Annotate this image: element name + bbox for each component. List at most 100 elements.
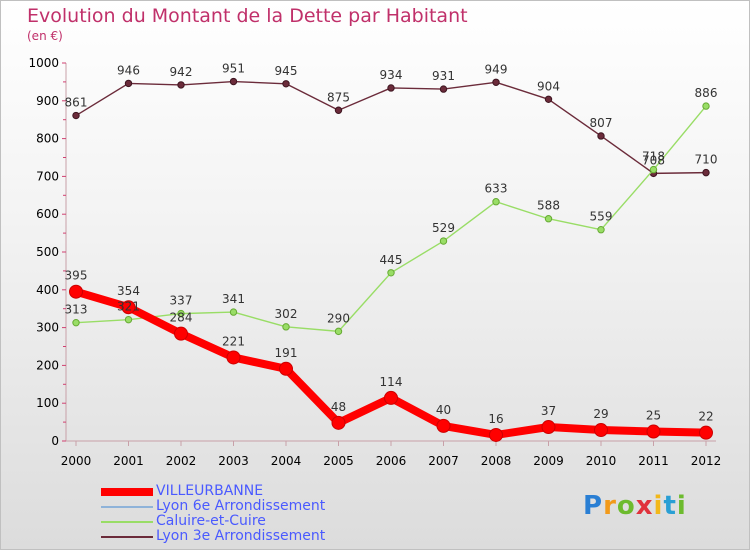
data-label: 114 bbox=[380, 375, 403, 389]
data-label: 191 bbox=[275, 346, 298, 360]
y-tick-label: 900 bbox=[36, 94, 59, 108]
data-label: 290 bbox=[327, 311, 350, 325]
brand-letter: x bbox=[635, 491, 654, 521]
chart-legend: VILLEURBANNE Lyon 6e Arrondissement Caluir… bbox=[101, 484, 325, 544]
data-label: 942 bbox=[170, 65, 193, 79]
x-tick-label: 2006 bbox=[376, 454, 407, 468]
data-point bbox=[387, 269, 395, 277]
legend-item: Lyon 3e Arrondissement bbox=[101, 529, 325, 544]
legend-item: Lyon 6e Arrondissement bbox=[101, 499, 325, 514]
data-point bbox=[489, 427, 503, 442]
data-label: 445 bbox=[380, 253, 403, 267]
data-label: 313 bbox=[65, 303, 88, 317]
data-label: 529 bbox=[432, 221, 455, 235]
data-point bbox=[331, 415, 346, 430]
x-tick-label: 2000 bbox=[61, 454, 92, 468]
data-label: 718 bbox=[642, 150, 665, 164]
data-label: 37 bbox=[541, 404, 556, 418]
data-label: 341 bbox=[222, 292, 245, 306]
brand-letter: P bbox=[583, 491, 604, 521]
data-label: 395 bbox=[65, 269, 88, 283]
legend-swatch bbox=[101, 487, 153, 496]
data-point bbox=[492, 198, 500, 206]
data-label: 337 bbox=[170, 294, 193, 308]
brand-letter: r bbox=[603, 491, 617, 521]
data-label: 861 bbox=[65, 96, 88, 110]
y-tick-label: 300 bbox=[36, 321, 59, 335]
x-tick-label: 2009 bbox=[533, 454, 564, 468]
legend-swatch bbox=[101, 505, 153, 508]
data-point bbox=[226, 350, 241, 365]
data-label: 951 bbox=[222, 62, 245, 76]
chart-title: Evolution du Montant de la Dette par Hab… bbox=[27, 5, 468, 27]
legend-label: Lyon 3e Arrondissement bbox=[156, 528, 326, 544]
data-point bbox=[702, 168, 710, 177]
data-point bbox=[282, 323, 290, 331]
data-label: 949 bbox=[485, 62, 508, 76]
data-label: 934 bbox=[380, 68, 403, 82]
x-tick-label: 2007 bbox=[428, 454, 459, 468]
data-point bbox=[544, 95, 553, 103]
data-point bbox=[124, 79, 133, 88]
data-label: 284 bbox=[170, 311, 193, 325]
data-label: 886 bbox=[695, 86, 718, 100]
data-label: 48 bbox=[331, 400, 346, 414]
data-label: 807 bbox=[590, 116, 613, 130]
data-point bbox=[124, 315, 133, 324]
chart-unit-label: (en €) bbox=[27, 29, 63, 43]
data-point bbox=[69, 284, 83, 299]
data-point bbox=[282, 80, 290, 88]
data-point bbox=[334, 106, 343, 114]
data-point bbox=[279, 361, 293, 376]
data-label: 40 bbox=[436, 403, 451, 417]
data-label: 25 bbox=[646, 409, 661, 423]
data-point bbox=[384, 390, 398, 405]
brand-letter: t bbox=[663, 491, 677, 521]
x-tick-label: 2002 bbox=[166, 454, 197, 468]
legend-label: Caluire-et-Cuire bbox=[156, 513, 266, 529]
data-label: 29 bbox=[593, 407, 608, 421]
data-label: 354 bbox=[117, 284, 140, 298]
data-label: 945 bbox=[275, 64, 298, 78]
data-label: 875 bbox=[327, 90, 350, 104]
brand-logo: Proxiti bbox=[583, 491, 687, 521]
data-point bbox=[649, 165, 658, 174]
data-label: 633 bbox=[485, 182, 508, 196]
data-label: 931 bbox=[432, 69, 455, 83]
y-tick-label: 700 bbox=[36, 169, 59, 183]
data-label: 946 bbox=[117, 63, 140, 77]
data-point bbox=[439, 85, 448, 93]
y-tick-label: 500 bbox=[36, 245, 59, 259]
data-label: 16 bbox=[488, 412, 503, 426]
x-tick-label: 2012 bbox=[691, 454, 722, 468]
data-label: 708 bbox=[642, 153, 665, 167]
data-label: 22 bbox=[698, 410, 713, 424]
data-point bbox=[597, 225, 605, 234]
brand-letter: i bbox=[676, 491, 687, 521]
data-point bbox=[72, 111, 80, 120]
brand-letter: i bbox=[653, 491, 664, 521]
y-tick-label: 800 bbox=[36, 132, 59, 146]
data-label: 588 bbox=[537, 199, 560, 213]
x-tick-label: 2011 bbox=[638, 454, 669, 468]
data-point bbox=[646, 424, 661, 439]
data-point bbox=[72, 318, 80, 327]
legend-item: VILLEURBANNE bbox=[101, 484, 325, 499]
x-tick-label: 2010 bbox=[586, 454, 617, 468]
legend-swatch bbox=[101, 535, 153, 538]
legend-label: Lyon 6e Arrondissement bbox=[156, 498, 326, 514]
y-tick-label: 600 bbox=[36, 207, 59, 221]
data-point bbox=[174, 326, 188, 341]
x-tick-label: 2001 bbox=[113, 454, 144, 468]
data-point bbox=[492, 78, 500, 86]
x-tick-label: 2003 bbox=[218, 454, 249, 468]
data-label: 710 bbox=[695, 153, 718, 167]
data-point bbox=[121, 300, 136, 315]
data-label: 904 bbox=[537, 79, 560, 93]
legend-swatch bbox=[101, 520, 153, 523]
data-point bbox=[436, 418, 451, 433]
data-point bbox=[229, 308, 238, 316]
data-point bbox=[702, 102, 710, 110]
x-tick-label: 2005 bbox=[323, 454, 354, 468]
